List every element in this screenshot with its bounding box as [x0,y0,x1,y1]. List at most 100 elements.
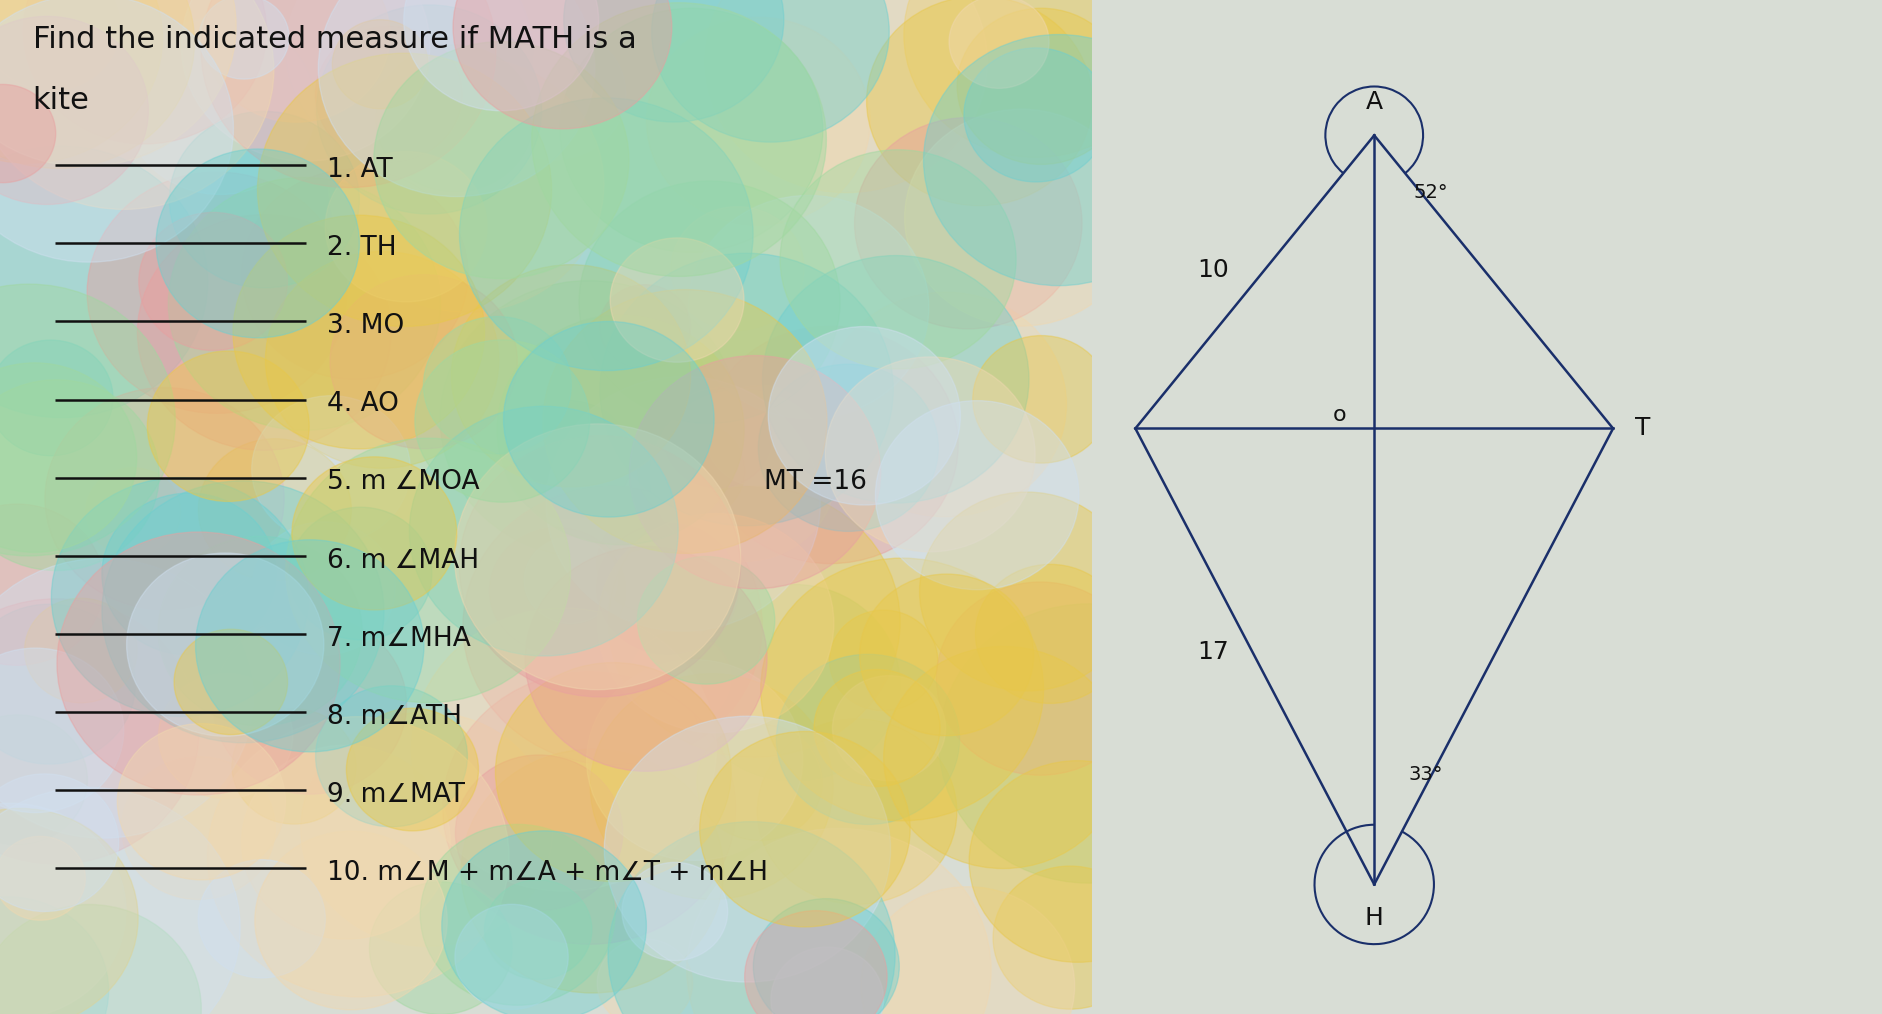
Text: 6. m ∠MAH: 6. m ∠MAH [327,548,480,574]
Circle shape [0,0,275,209]
Circle shape [196,539,423,752]
Circle shape [0,0,120,91]
Circle shape [203,0,390,122]
Circle shape [704,0,988,193]
Circle shape [597,939,693,1014]
Circle shape [762,256,1029,503]
Circle shape [0,363,137,553]
Circle shape [173,630,288,734]
Circle shape [87,172,346,414]
Circle shape [207,717,508,997]
Text: kite: kite [32,86,90,116]
Circle shape [102,481,384,743]
Circle shape [0,504,104,665]
Circle shape [463,487,762,765]
Text: 4. AO: 4. AO [327,391,399,418]
Circle shape [598,513,834,733]
Circle shape [213,614,407,794]
Circle shape [369,882,512,1014]
Circle shape [591,674,834,899]
Circle shape [0,84,56,183]
Circle shape [860,574,1033,736]
Circle shape [329,57,604,312]
Circle shape [777,654,960,824]
Text: 9. m∠MAT: 9. m∠MAT [327,782,465,808]
Circle shape [252,395,410,544]
Circle shape [290,507,431,640]
Circle shape [0,284,175,556]
Circle shape [672,207,804,331]
Circle shape [969,760,1186,962]
Circle shape [124,17,316,195]
Text: T: T [1635,417,1651,440]
Text: A: A [1366,89,1383,114]
Circle shape [651,389,836,562]
Circle shape [745,911,886,1014]
Circle shape [700,731,911,927]
Text: 52°: 52° [1413,184,1447,202]
Circle shape [0,0,194,168]
Text: 33°: 33° [1410,765,1443,784]
Circle shape [824,292,1067,517]
Circle shape [975,565,1125,704]
Circle shape [621,862,728,960]
Circle shape [301,712,553,946]
Circle shape [333,19,429,108]
Circle shape [452,265,691,487]
Circle shape [23,0,267,144]
Circle shape [587,660,802,861]
Circle shape [939,604,1240,883]
Circle shape [265,251,499,468]
Circle shape [885,646,1124,869]
Text: o: o [1332,406,1346,426]
Circle shape [638,557,775,684]
Circle shape [664,387,772,488]
Circle shape [0,896,109,1014]
Circle shape [854,118,1082,329]
Circle shape [117,724,286,880]
Circle shape [122,756,275,899]
Circle shape [414,340,589,502]
Circle shape [0,16,149,205]
Circle shape [0,599,199,864]
Circle shape [920,492,1133,691]
Circle shape [87,467,181,556]
Circle shape [241,745,450,939]
Circle shape [875,401,1078,590]
Circle shape [826,357,1035,552]
Circle shape [604,716,890,982]
Circle shape [0,559,254,839]
Circle shape [651,0,888,142]
Circle shape [423,316,572,454]
Circle shape [772,947,883,1014]
Circle shape [459,436,740,697]
Circle shape [504,321,713,517]
Circle shape [137,215,391,450]
Text: 1. AT: 1. AT [327,157,393,184]
Text: 17: 17 [1197,640,1229,664]
Circle shape [231,709,356,824]
Circle shape [489,527,625,654]
Circle shape [316,685,467,826]
Text: H: H [1364,907,1383,930]
Circle shape [0,837,85,921]
Circle shape [949,0,1048,88]
Circle shape [561,8,822,252]
Circle shape [167,177,440,430]
Circle shape [958,8,1125,164]
Circle shape [292,457,457,610]
Text: 8. m∠ATH: 8. m∠ATH [327,704,463,730]
Circle shape [495,662,732,881]
Circle shape [181,0,429,161]
Circle shape [51,478,309,717]
Circle shape [241,169,469,379]
Text: Find the indicated measure if MATH is a: Find the indicated measure if MATH is a [32,25,636,55]
Circle shape [937,582,1144,776]
Circle shape [647,17,869,225]
Circle shape [329,275,518,449]
Circle shape [610,238,743,362]
Circle shape [597,523,738,654]
Circle shape [286,0,533,164]
Circle shape [630,632,730,725]
Circle shape [830,610,937,711]
